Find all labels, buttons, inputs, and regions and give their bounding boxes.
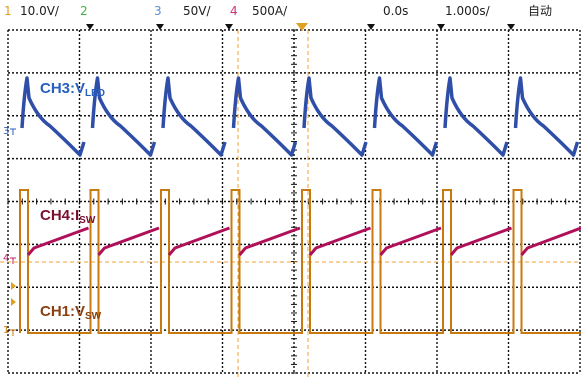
time-marker-6 [507,24,515,30]
ch1-scale[interactable]: 10.0V/ [20,4,59,18]
time-marker-2 [156,24,164,30]
ch1-ground-marker[interactable]: 1 [3,325,16,336]
trigger-mode[interactable]: 自动 [528,4,553,18]
ch1-number[interactable]: 1 [4,4,12,18]
time-markers [86,23,515,31]
time-marker-3 [225,24,233,30]
ch4-scale[interactable]: 500A/ [252,4,288,18]
time-marker-5 [437,24,445,30]
trigger-level-marker[interactable] [11,282,16,290]
ch3-number[interactable]: 3 [154,4,162,18]
time-marker-4 [367,24,375,30]
ch4-trace [26,226,581,256]
scope-status-bar: 1 10.0V/ 2 3 50V/ 4 500A/ 0.0s 1.000s/ 自… [0,0,581,22]
ch1-label: CH1:VSW [40,303,102,322]
graticule [7,29,581,374]
ch4-ground-marker[interactable]: 4 [3,253,16,264]
time-marker-1 [86,24,94,30]
ch3-trace [20,76,580,157]
ch3-label: CH3:VLED [40,80,105,99]
ch3-scale[interactable]: 50V/ [183,4,211,18]
ch2-number[interactable]: 2 [80,4,88,18]
waveform-display: CH3:VLED CH4:ISW CH1:VSW 3 4 1 [0,22,581,379]
svg-text:4: 4 [3,253,9,264]
ch1-offset-marker[interactable] [11,298,16,306]
trigger-delay[interactable]: 0.0s [383,4,409,18]
time-per-division[interactable]: 1.000s/ [445,4,490,18]
ch3-ground-marker[interactable]: 3 [3,126,16,137]
svg-text:1: 1 [3,325,9,336]
trigger-position-marker[interactable] [296,23,308,31]
ch4-label: CH4:ISW [40,207,96,226]
ch4-number[interactable]: 4 [230,4,238,18]
ch1-trace [19,189,581,334]
svg-text:3: 3 [3,126,9,137]
